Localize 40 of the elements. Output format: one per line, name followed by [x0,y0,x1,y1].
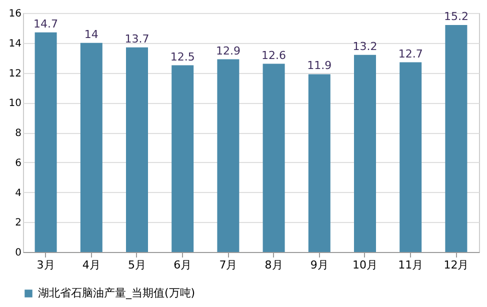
x-tick-label: 8月 [264,258,283,272]
data-label: 14 [84,28,98,41]
y-tick-label: 4 [15,188,22,199]
data-label: 11.9 [307,59,332,72]
bar [126,47,148,252]
x-tick-label: 4月 [82,258,100,272]
x-tick-label: 5月 [128,258,146,272]
data-label: 12.5 [170,50,195,64]
bar [262,64,285,252]
x-tick-label: 10月 [352,258,378,272]
data-label: 12.6 [262,48,286,62]
y-tick-label: 14 [8,38,22,50]
y-tick-label: 0 [15,248,22,258]
bar [308,74,330,252]
y-tick-label: 8 [15,128,22,139]
y-tick-label: 16 [8,8,22,20]
bar [172,65,194,252]
x-tick-label: 11月 [398,258,424,272]
bar [445,24,468,252]
y-tick-label: 2 [15,218,22,229]
x-tick-label: 3月 [36,258,55,272]
data-label: 12.7 [398,47,423,60]
bar [354,54,376,252]
bar [217,59,240,252]
data-label: 13.2 [352,40,378,53]
bar [80,42,102,252]
x-tick-label: 9月 [310,258,328,272]
y-tick-label: 6 [15,158,22,169]
y-tick-label: 12 [8,68,22,80]
legend-label: 湖北省石脑油产量_当期值(万吨) [38,286,196,300]
data-label: 14.7 [34,17,58,30]
data-label: 15.2 [444,10,468,23]
y-tick-label: 10 [8,98,22,110]
data-label: 13.7 [124,32,150,46]
x-tick-label: 6月 [174,258,192,272]
x-tick-label: 7月 [219,258,238,272]
bar [34,32,57,252]
bar [400,62,422,252]
data-label: 12.9 [216,44,240,58]
x-tick-label: 12月 [444,258,469,272]
